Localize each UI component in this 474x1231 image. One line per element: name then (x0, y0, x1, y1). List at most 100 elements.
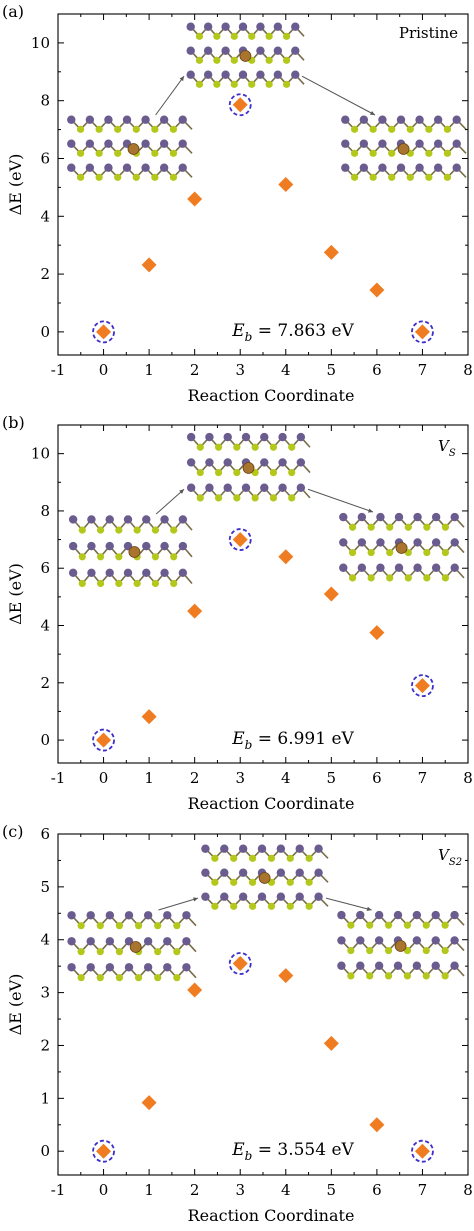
chalcogen-atom (78, 579, 86, 588)
metal-atom (450, 910, 459, 920)
chalcogen-atom (196, 494, 204, 502)
y-tick-label: 0 (40, 731, 50, 749)
chalcogen-atom (305, 878, 313, 886)
chalcogen-atom (96, 579, 105, 588)
metal-atom (256, 46, 265, 55)
y-tick-label: 2 (40, 1036, 50, 1054)
metal-atom (205, 483, 214, 492)
metal-atom (450, 936, 459, 945)
metal-atom (105, 541, 114, 551)
structure-inset (182, 20, 305, 92)
metal-atom (337, 961, 346, 970)
x-tick-label: 6 (372, 769, 382, 787)
metal-atom (205, 458, 214, 467)
metal-atom (238, 892, 248, 901)
chalcogen-atom (443, 149, 452, 157)
chalcogen-atom (251, 494, 259, 502)
dopant-atom (395, 542, 408, 554)
chalcogen-atom (305, 902, 313, 910)
x-tick-label: 3 (235, 361, 245, 379)
chalcogen-atom (367, 548, 375, 557)
inset-background (64, 512, 192, 592)
chalcogen-atom (267, 854, 276, 862)
x-tick-label: -1 (51, 361, 66, 379)
chalcogen-atom (77, 948, 85, 956)
chalcogen-atom (425, 173, 433, 181)
dopant-atom (127, 143, 140, 155)
x-tick-label: 7 (418, 361, 428, 379)
metal-atom (186, 458, 196, 467)
x-tick-label: 1 (144, 1181, 154, 1199)
chart-panel: -1 0 1 2 3 4 5 6 7 8 0 1 2 3 4 5 6 Reaction Coordinate ΔE … (2, 822, 473, 1225)
chart-panel: -1 0 1 2 3 4 5 6 7 8 0 2 4 6 8 10 Reaction Coordinate ΔE … (2, 413, 473, 813)
metal-atom (160, 541, 169, 551)
metal-atom (67, 911, 76, 920)
chalcogen-atom (96, 948, 104, 956)
chalcogen-atom (248, 80, 256, 88)
metal-atom (452, 115, 461, 124)
metal-atom (431, 512, 441, 522)
metal-atom (238, 868, 248, 877)
highlight-circle (92, 1139, 115, 1163)
metal-atom (186, 70, 195, 79)
metal-atom (143, 911, 153, 920)
metal-atom (413, 538, 422, 547)
chalcogen-atom (388, 149, 396, 157)
panel-tag-subscript: S2 (449, 857, 462, 868)
y-tick-label: 2 (40, 265, 50, 283)
barrier-value: = 6.991 eV (252, 729, 354, 749)
metal-atom (86, 937, 95, 946)
chalcogen-atom (282, 80, 291, 88)
y-tick-label: 8 (40, 92, 50, 110)
x-tick-label: 5 (327, 1181, 337, 1199)
chalcogen-atom (425, 125, 433, 133)
metal-atom (431, 961, 440, 970)
metal-atom (85, 163, 95, 172)
metal-atom (182, 911, 191, 920)
metal-atom (276, 868, 286, 877)
structure-inset (64, 512, 193, 592)
dopant-atom (128, 546, 141, 558)
chalcogen-atom (211, 854, 219, 862)
data-point (187, 603, 203, 619)
structure-inset (334, 510, 465, 586)
chalcogen-atom (213, 80, 221, 88)
inset-background (62, 908, 196, 986)
chalcogen-atom (230, 854, 238, 862)
metal-atom (295, 844, 304, 853)
chalcogen-atom (369, 125, 377, 133)
metal-atom (341, 115, 350, 124)
y-tick-label: 6 (40, 825, 50, 843)
x-axis-label: Reaction Coordinate (188, 386, 355, 405)
metal-atom (433, 115, 443, 124)
x-tick-label: 0 (99, 769, 109, 787)
metal-atom (339, 512, 348, 522)
chalcogen-atom (151, 149, 159, 157)
chalcogen-atom (169, 125, 178, 133)
panel-label: (c) (2, 822, 23, 841)
chalcogen-atom (95, 125, 103, 133)
chalcogen-atom (196, 468, 204, 477)
metal-atom (67, 937, 76, 946)
metal-atom (276, 844, 286, 853)
metal-atom (431, 538, 441, 547)
metal-atom (221, 22, 230, 31)
metal-atom (87, 541, 96, 551)
chalcogen-atom (169, 173, 178, 181)
y-tick-label: 2 (40, 674, 50, 692)
x-tick-label: 5 (327, 361, 337, 379)
chalcogen-atom (233, 494, 241, 502)
metal-atom (412, 936, 422, 945)
metal-atom (257, 844, 267, 853)
chalcogen-atom (78, 553, 86, 561)
chalcogen-atom (348, 574, 357, 582)
chalcogen-atom (133, 579, 141, 588)
transition-arrow-in (155, 75, 185, 116)
chalcogen-atom (305, 854, 313, 862)
chalcogen-atom (288, 468, 296, 477)
panel-tag: Pristine (399, 24, 458, 42)
data-point (323, 1035, 339, 1051)
chalcogen-atom (230, 902, 238, 910)
chalcogen-atom (115, 526, 123, 534)
metal-atom (201, 892, 210, 901)
